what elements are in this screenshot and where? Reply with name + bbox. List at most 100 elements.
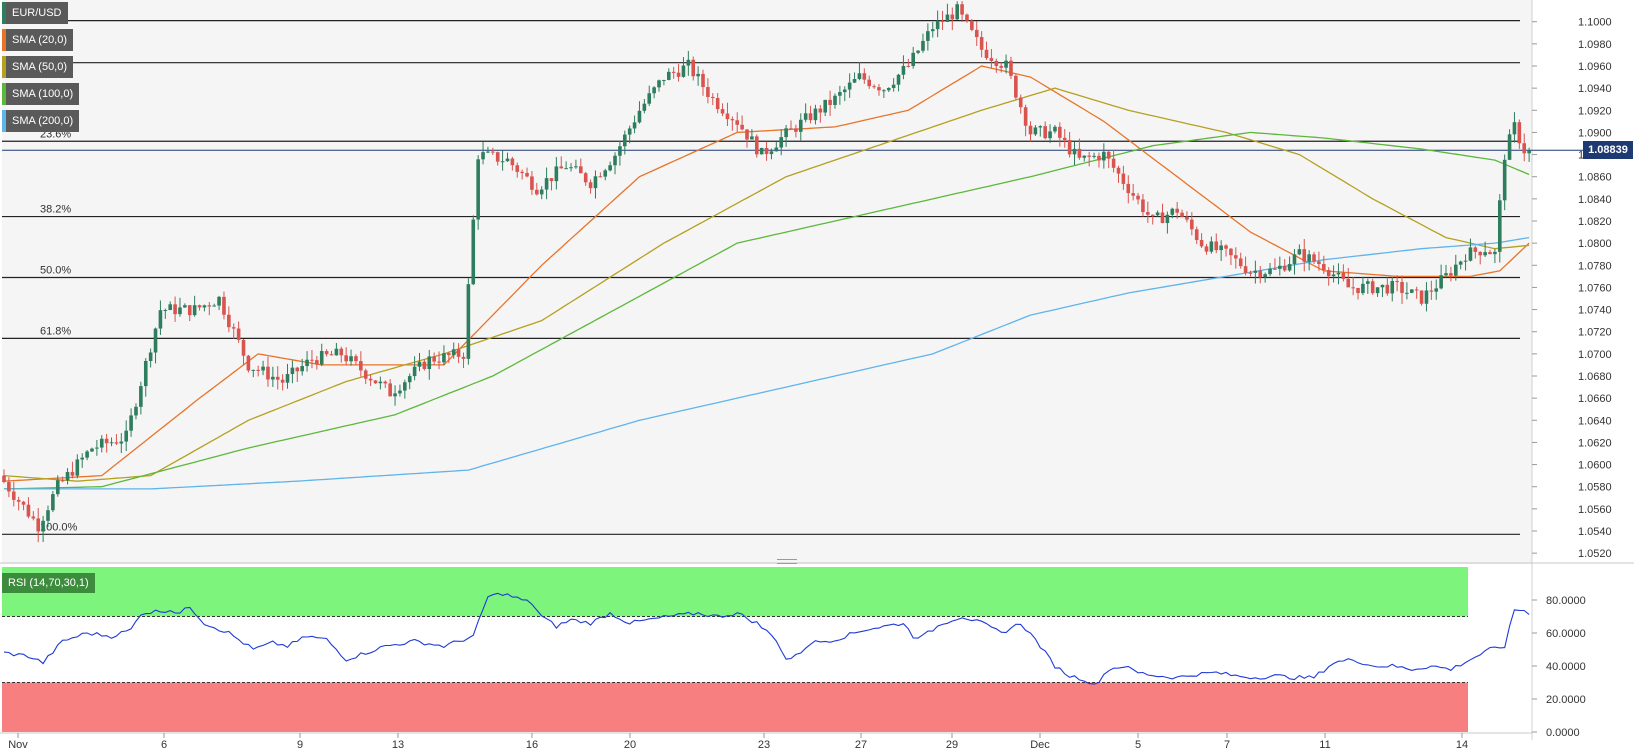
candle bbox=[794, 124, 798, 138]
candle bbox=[1028, 121, 1033, 142]
candle-body bbox=[989, 58, 994, 61]
candle-body bbox=[1370, 281, 1375, 294]
candle bbox=[85, 449, 89, 461]
candle bbox=[359, 351, 363, 377]
candle-body bbox=[1170, 208, 1175, 215]
candle-body bbox=[710, 96, 715, 99]
candle bbox=[1458, 260, 1463, 270]
candle bbox=[349, 349, 353, 366]
legend-item-sma200[interactable]: SMA (200,0) bbox=[2, 110, 80, 132]
candle-body bbox=[813, 108, 818, 121]
candle bbox=[1497, 194, 1502, 263]
price-tick-label: 1.0720 bbox=[1578, 327, 1612, 339]
legend-item-sma100[interactable]: SMA (100,0) bbox=[2, 83, 80, 105]
candle bbox=[652, 86, 656, 99]
candle bbox=[339, 346, 344, 363]
x-tick-label: 5 bbox=[1135, 739, 1141, 751]
candle-body bbox=[1478, 251, 1483, 256]
candle-body bbox=[652, 87, 656, 94]
fib-level-label: 61.8% bbox=[40, 325, 71, 337]
candle-body bbox=[143, 360, 148, 387]
candle bbox=[505, 152, 510, 162]
candle bbox=[290, 360, 295, 384]
candle bbox=[1483, 241, 1487, 257]
candle bbox=[1243, 256, 1248, 276]
legend-label: SMA (50,0) bbox=[6, 56, 74, 78]
x-tick-label: 29 bbox=[946, 739, 958, 751]
price-tick-label: 1.0560 bbox=[1578, 504, 1612, 516]
candle-body bbox=[1229, 248, 1233, 256]
candle bbox=[603, 168, 608, 181]
pane-resize-handle[interactable] bbox=[777, 559, 797, 564]
candle bbox=[1116, 165, 1121, 183]
candle-body bbox=[882, 90, 886, 92]
candle bbox=[447, 351, 451, 363]
candle-body bbox=[1307, 254, 1311, 262]
candle-body bbox=[627, 128, 632, 135]
price-tick-label: 1.0600 bbox=[1578, 460, 1612, 472]
candle bbox=[271, 366, 275, 387]
candle bbox=[1268, 263, 1272, 277]
candle-body bbox=[1009, 60, 1013, 76]
candle-body bbox=[168, 304, 172, 310]
candle-body bbox=[1488, 252, 1492, 255]
candle-body bbox=[1136, 195, 1140, 200]
candle bbox=[1258, 266, 1263, 284]
candle-body bbox=[559, 166, 564, 169]
candle-body bbox=[720, 109, 725, 114]
candle bbox=[818, 105, 823, 123]
rsi-legend[interactable]: RSI (14,70,30,1) bbox=[2, 573, 95, 593]
candle-body bbox=[696, 73, 700, 77]
legend-item-sma50[interactable]: SMA (50,0) bbox=[2, 56, 79, 78]
candle bbox=[745, 129, 749, 148]
candle-body bbox=[187, 305, 192, 316]
candle-body bbox=[305, 359, 309, 367]
candle bbox=[476, 155, 480, 230]
candle-body bbox=[447, 353, 451, 356]
candle-body bbox=[1150, 214, 1155, 216]
candle-body bbox=[784, 128, 788, 138]
candle bbox=[882, 89, 886, 98]
candle bbox=[1512, 112, 1517, 143]
candle-body bbox=[1414, 289, 1419, 291]
candle bbox=[80, 453, 85, 468]
candle-body bbox=[104, 438, 109, 444]
candle-body bbox=[1048, 131, 1052, 139]
candle-body bbox=[90, 448, 94, 452]
candle-body bbox=[1234, 255, 1238, 259]
candle bbox=[764, 141, 769, 161]
candle bbox=[1238, 252, 1243, 269]
candle-body bbox=[759, 147, 764, 155]
candle bbox=[955, 1, 959, 20]
candle-body bbox=[85, 451, 89, 458]
price-tick-label: 1.0760 bbox=[1578, 282, 1612, 294]
price-tick-label: 1.0740 bbox=[1578, 305, 1612, 317]
candle-body bbox=[31, 516, 36, 519]
legend-item-sma20[interactable]: SMA (20,0) bbox=[2, 29, 79, 51]
candle bbox=[1131, 183, 1135, 201]
candle-body bbox=[1102, 151, 1106, 161]
candle-body bbox=[960, 4, 964, 15]
candle-body bbox=[750, 136, 754, 140]
candle-body bbox=[1473, 247, 1478, 252]
candle bbox=[1517, 119, 1522, 149]
x-tick-label: 7 bbox=[1224, 739, 1230, 751]
candle bbox=[701, 69, 705, 96]
candle bbox=[715, 93, 720, 114]
candle bbox=[1297, 244, 1302, 256]
rsi-tick-label: 80.0000 bbox=[1546, 595, 1586, 607]
legend-label: SMA (100,0) bbox=[6, 83, 80, 105]
candle-body bbox=[549, 178, 554, 182]
candle-body bbox=[1336, 272, 1341, 275]
candle-body bbox=[730, 119, 735, 121]
candle-body bbox=[451, 349, 456, 356]
candle-body bbox=[11, 491, 16, 500]
candle bbox=[535, 182, 539, 196]
candle-body bbox=[701, 73, 705, 88]
legend-item-eurusd[interactable]: EUR/USD bbox=[2, 2, 79, 24]
rsi-line bbox=[3, 592, 1530, 685]
candle-body bbox=[828, 99, 832, 105]
candle bbox=[1234, 247, 1238, 269]
candle bbox=[706, 78, 710, 104]
candle bbox=[187, 304, 192, 322]
